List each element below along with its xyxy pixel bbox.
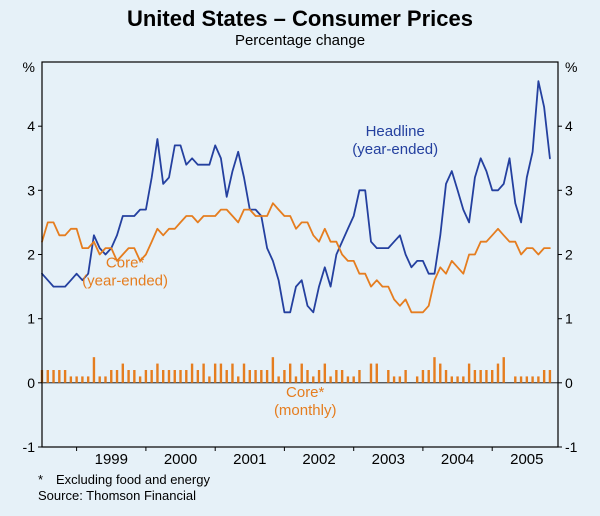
y-axis-labels: -1 -1 0 0 1 1 2 2 3 3 4 4%% <box>23 59 578 455</box>
chart-subtitle: Percentage change <box>234 32 366 49</box>
y-tick-label-right: 4 <box>565 118 573 134</box>
core-monthly-bars <box>40 357 552 383</box>
x-tick-label: 2000 <box>164 451 197 468</box>
footnote-source: Source: Thomson Financial <box>38 488 197 503</box>
headline-year-ended-line <box>41 80 551 314</box>
x-axis-labels: 1999 2000 2001 2002 2003 2004 2005 <box>76 447 543 468</box>
y-tick-label-left: 0 <box>27 375 35 391</box>
series-label: (year-ended) <box>82 272 168 289</box>
y-tick-label-left: -1 <box>23 439 36 455</box>
y-tick-label-left: 4 <box>27 118 35 134</box>
chart-title: United States – Consumer Prices <box>126 6 473 31</box>
series-label: (year-ended) <box>352 141 438 158</box>
y-unit-left: % <box>23 59 35 75</box>
y-tick-label-right: 0 <box>565 375 573 391</box>
series-label: Core* <box>286 384 325 401</box>
chart-header: United States – Consumer Prices Percenta… <box>0 0 600 50</box>
footnote-text: Excluding food and energy <box>56 472 210 487</box>
y-tick-label-left: 3 <box>27 182 35 198</box>
x-tick-label: 1999 <box>95 451 128 468</box>
footnote-marker: * <box>38 472 44 487</box>
chart-footnotes: * Excluding food and energy Source: Thoms… <box>0 470 600 504</box>
series-label: Core* <box>106 254 145 271</box>
y-tick-label-right: 3 <box>565 182 573 198</box>
y-tick-label-right: -1 <box>565 439 578 455</box>
x-tick-label: 2005 <box>510 451 543 468</box>
footnote-exclusions: * Excluding food and energy <box>38 472 600 488</box>
x-tick-label: 2003 <box>372 451 405 468</box>
chart-svg: -1 -1 0 0 1 1 2 2 3 3 4 4% % 1999 2000 2001 2002 2003 2004… <box>23 59 578 468</box>
y-tick-label-right: 1 <box>565 311 573 327</box>
series-label: Headline <box>366 123 425 140</box>
x-tick-label: 2004 <box>441 451 474 468</box>
core-year-ended-line <box>41 202 551 314</box>
x-tick-label: 2001 <box>233 451 266 468</box>
series-label: (monthly) <box>274 402 337 419</box>
y-unit-right: % <box>565 59 577 75</box>
y-tick-label-left: 1 <box>27 311 35 327</box>
x-tick-label: 2002 <box>302 451 335 468</box>
y-tick-label-right: 2 <box>565 247 573 263</box>
y-tick-label-left: 2 <box>27 247 35 263</box>
